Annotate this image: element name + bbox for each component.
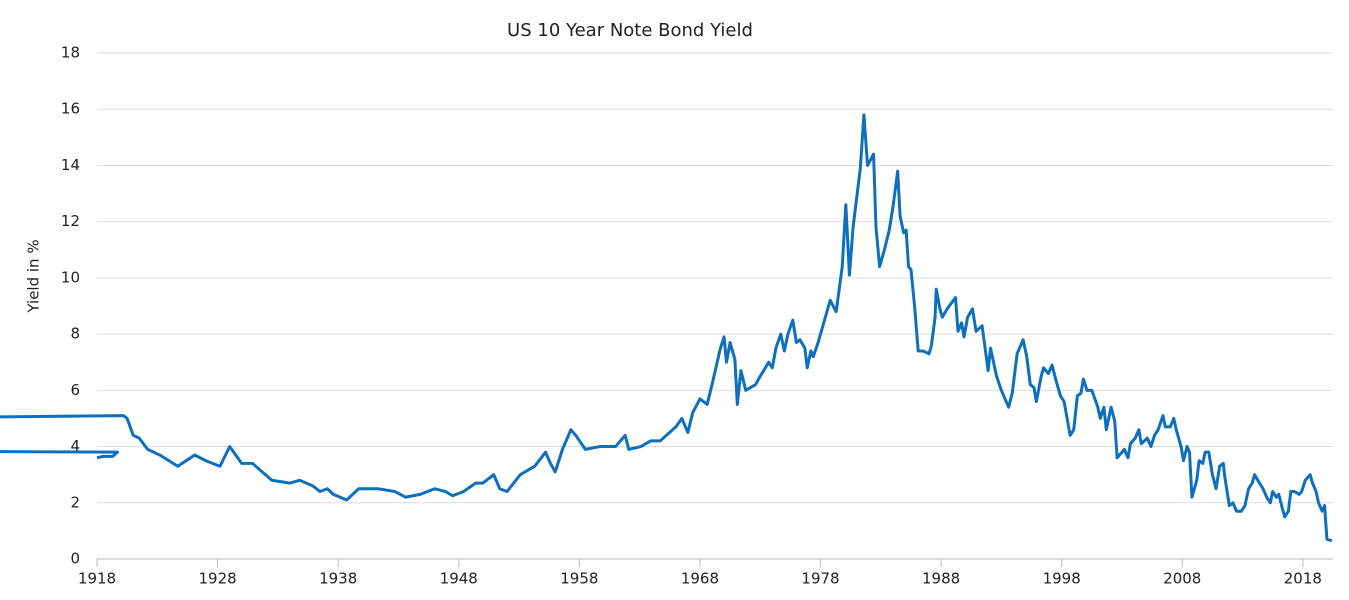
y-tick-label: 10	[61, 268, 80, 286]
y-tick-label: 8	[70, 325, 80, 343]
x-tick-label: 1948	[440, 570, 478, 588]
x-tick-label: 1998	[1043, 570, 1081, 588]
y-tick-label: 14	[61, 156, 80, 174]
x-tick-label: 1918	[78, 570, 116, 588]
y-tick-label: 18	[61, 44, 80, 62]
x-tick-label: 1958	[560, 570, 598, 588]
x-tick-label: 1928	[198, 570, 236, 588]
y-tick-label: 4	[70, 437, 80, 455]
x-tick-label: 1978	[801, 570, 839, 588]
y-axis-title: Yield in %	[25, 239, 43, 313]
x-tick-label: 2018	[1284, 570, 1322, 588]
x-tick-label: 1968	[681, 570, 719, 588]
chart-title: US 10 Year Note Bond Yield	[507, 20, 753, 41]
x-tick-label: 2008	[1163, 570, 1201, 588]
y-tick-label: 2	[70, 493, 80, 511]
x-tick-label: 1938	[319, 570, 357, 588]
line	[0, 113, 1333, 543]
y-tick-label: 0	[70, 550, 80, 568]
y-tick-label: 16	[61, 100, 80, 118]
y-tick-label: 12	[61, 212, 80, 230]
x-tick-label: 1988	[922, 570, 960, 588]
y-tick-label: 6	[70, 381, 80, 399]
